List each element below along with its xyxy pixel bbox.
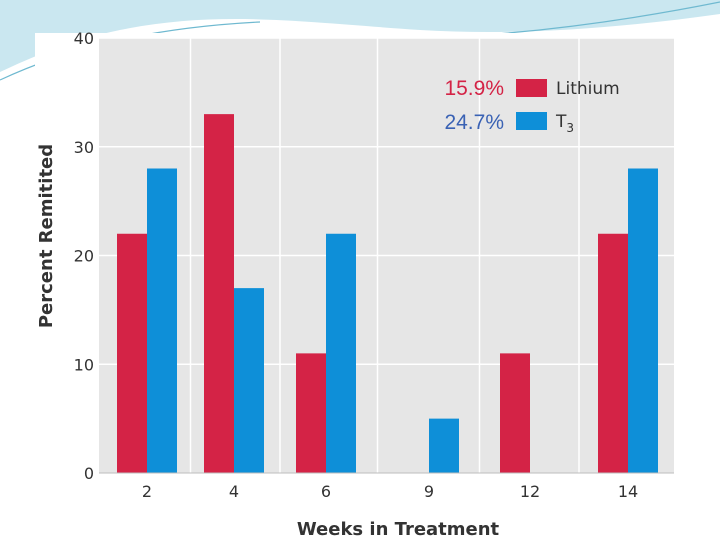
y-tick-label: 30	[74, 138, 94, 157]
x-tick-label: 2	[142, 482, 152, 501]
x-axis-title: Weeks in Treatment	[297, 519, 500, 540]
x-tick-label: 12	[520, 482, 540, 501]
bar-lithium-week-4	[204, 114, 234, 473]
bar-t3-week-6	[326, 233, 356, 473]
y-axis-ticks: 0 10 20 30 40	[74, 29, 94, 483]
y-tick-label: 0	[84, 464, 94, 483]
legend-t3-subscript: 3	[566, 121, 574, 135]
bar-t3-week-4	[234, 288, 264, 473]
x-tick-label: 6	[321, 482, 331, 501]
y-tick-label: 20	[74, 247, 94, 266]
legend-t3-percent: 24.7%	[444, 111, 504, 134]
slide-swoosh-decoration	[0, 0, 720, 72]
legend-t3-swatch	[516, 112, 547, 130]
legend-lithium-label: Lithium	[556, 79, 620, 99]
x-tick-label: 9	[424, 482, 434, 501]
legend-lithium-percent: 15.9%	[444, 77, 504, 100]
bars	[99, 114, 674, 474]
gridlines	[99, 37, 674, 473]
bar-lithium-week-2	[117, 233, 147, 473]
legend-t3-label: T3	[555, 112, 574, 135]
bar-lithium-week-14	[598, 233, 628, 473]
legend: 15.9% Lithium 24.7% T3	[444, 77, 619, 135]
y-tick-label: 40	[74, 29, 94, 48]
bar-t3-week-9	[429, 418, 459, 473]
y-axis-title: Percent Remitited	[36, 144, 57, 328]
x-axis-ticks: 2 4 6 9 12 14	[142, 482, 638, 501]
y-tick-label: 10	[74, 355, 94, 374]
bar-lithium-week-12	[500, 353, 530, 473]
bar-t3-week-14	[628, 168, 658, 473]
x-tick-label: 14	[618, 482, 638, 501]
bar-lithium-week-6	[296, 353, 326, 473]
x-tick-label: 4	[229, 482, 239, 501]
bar-t3-week-2	[147, 168, 177, 473]
legend-lithium-swatch	[516, 79, 547, 97]
